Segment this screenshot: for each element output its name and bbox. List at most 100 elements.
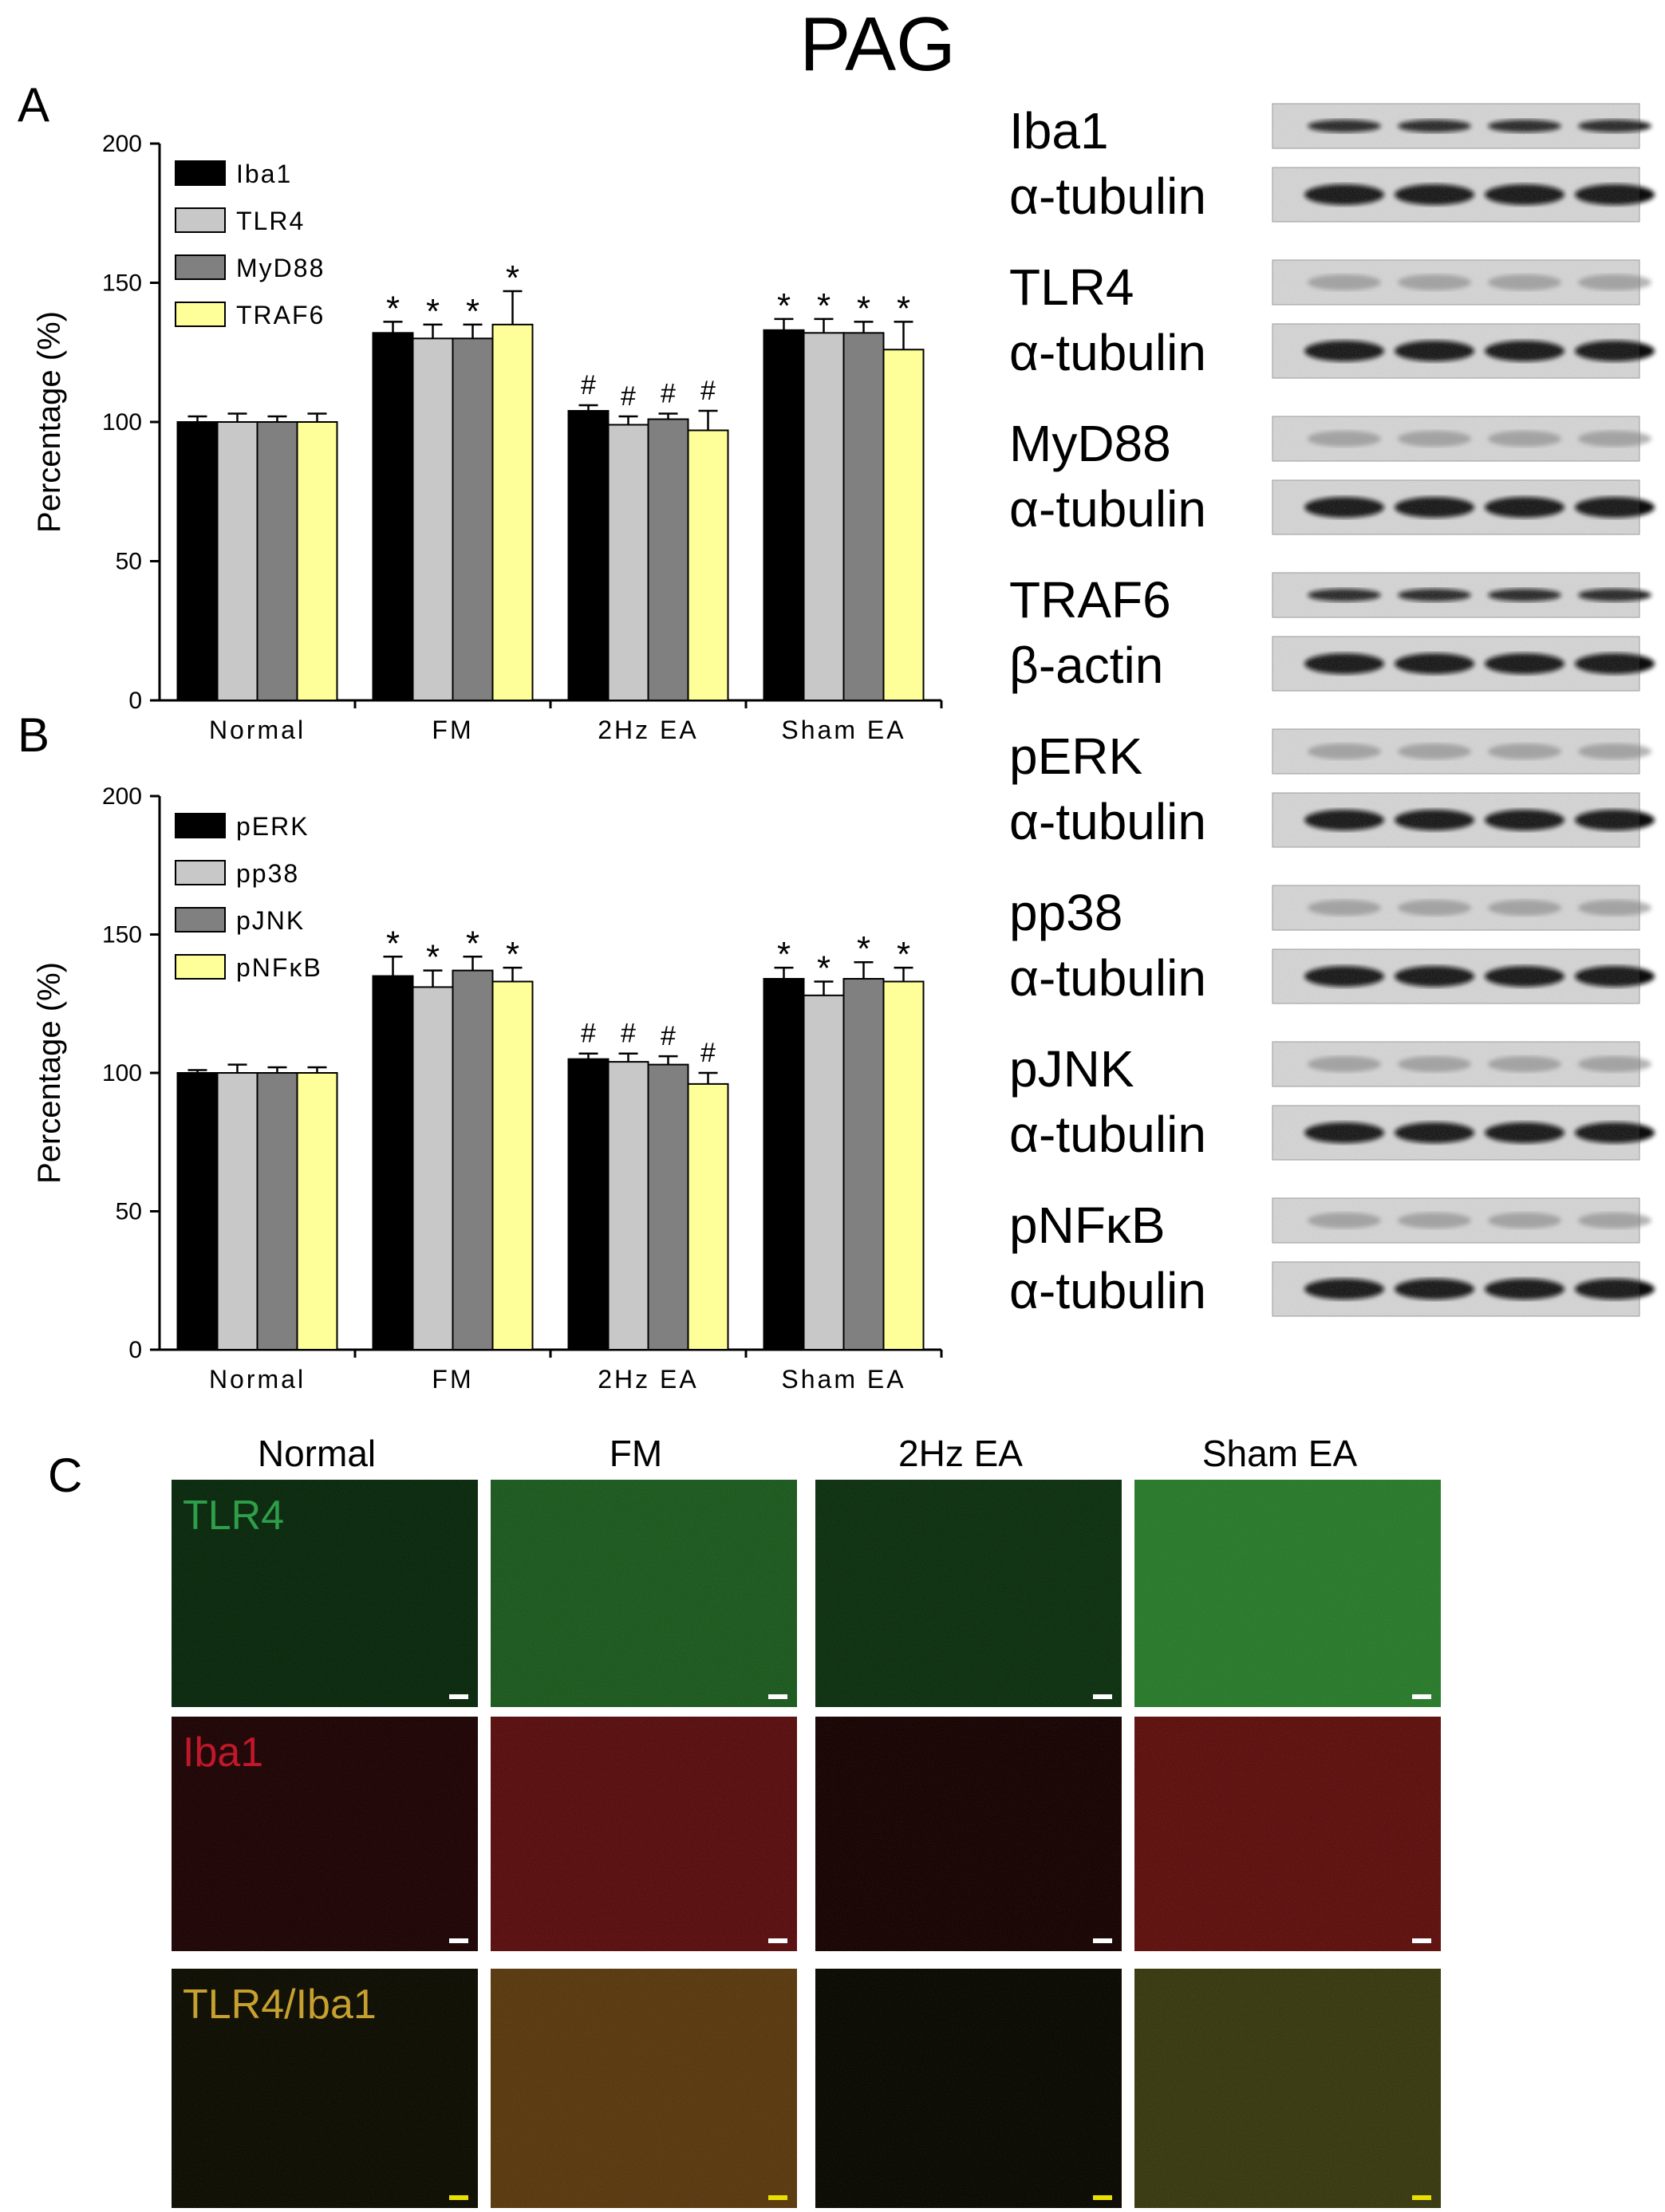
legend-swatch-pJNK — [175, 907, 226, 933]
blot-texture — [1272, 416, 1639, 461]
significance-mark: # — [621, 381, 636, 412]
legend-label-TLR4: TLR4 — [236, 207, 305, 235]
blot-label-TRAF6: TRAF6 — [1009, 571, 1171, 629]
panel-label-a: A — [18, 78, 49, 132]
micrograph-texture — [172, 1969, 478, 2208]
bar-TRAF6-2Hz EA — [687, 429, 729, 701]
y-tick-label: 150 — [102, 922, 142, 948]
bar-pp38-2Hz EA — [607, 1061, 649, 1350]
bar-Iba1-Sham EA — [763, 329, 805, 701]
y-tick-label: 200 — [102, 783, 142, 810]
blot-label-pNFκB: pNFκB — [1009, 1197, 1166, 1254]
y-tick-label: 100 — [102, 1060, 142, 1086]
y-tick-label: 100 — [102, 409, 142, 436]
blot-texture — [1272, 949, 1639, 1003]
blot-control-label-pNFκB: α-tubulin — [1009, 1262, 1206, 1319]
micrograph-row-label-TLR4: TLR4 — [183, 1492, 284, 1539]
x-tick-label: Sham EA — [781, 1365, 905, 1394]
blot-texture — [1272, 168, 1639, 222]
significance-mark: # — [700, 1038, 716, 1068]
scale-bar — [1412, 2195, 1431, 2200]
significance-mark: # — [621, 1019, 636, 1049]
significance-mark: * — [817, 286, 831, 325]
significance-mark: * — [857, 929, 870, 968]
micrograph-row-label-Iba1: Iba1 — [183, 1729, 263, 1776]
x-tick-label: 2Hz EA — [598, 1365, 698, 1394]
blot-texture — [1272, 324, 1639, 378]
blot-control-label-MyD88: α-tubulin — [1009, 480, 1206, 538]
micrograph-texture — [491, 1480, 797, 1707]
blot-control-label-TLR4: α-tubulin — [1009, 324, 1206, 381]
bar-pJNK-FM — [452, 969, 494, 1350]
significance-mark: * — [426, 938, 440, 977]
significance-mark: * — [857, 289, 870, 328]
blot-control-label-pp38: α-tubulin — [1009, 949, 1206, 1007]
legend-swatch-Iba1 — [175, 160, 226, 186]
y-tick-label: 50 — [116, 549, 142, 575]
bar-pp38-FM — [412, 986, 454, 1351]
bar-pERK-FM — [372, 975, 414, 1351]
bar-Iba1-Normal — [176, 421, 219, 701]
significance-mark: * — [426, 292, 440, 331]
blot-texture — [1272, 1042, 1639, 1086]
scale-bar — [768, 1938, 787, 1943]
significance-mark: * — [506, 935, 519, 974]
blot-texture — [1272, 637, 1639, 691]
blot-texture — [1272, 104, 1639, 148]
micrograph-column-Normal: Normal — [258, 1433, 376, 1474]
legend-label-pERK: pERK — [236, 812, 310, 841]
bar-TLR4-Sham EA — [803, 332, 845, 701]
micrograph-column-FM: FM — [610, 1433, 662, 1474]
bar-Iba1-FM — [372, 332, 414, 701]
scale-bar — [768, 1694, 787, 1699]
bar-pERK-Normal — [176, 1072, 219, 1350]
y-axis-label: Percentage (%) — [32, 311, 67, 533]
scale-bar — [1093, 2195, 1112, 2200]
blot-control-label-Iba1: α-tubulin — [1009, 168, 1206, 225]
bar-pERK-Sham EA — [763, 978, 805, 1351]
chart-a: 0 50 100 150 200 Percentage (%) Normal FM * * * * 2H… — [32, 131, 943, 744]
significance-mark: * — [466, 292, 479, 331]
significance-mark: * — [897, 935, 910, 974]
bar-TRAF6-FM — [491, 323, 534, 701]
panel-label-c: C — [48, 1449, 82, 1502]
legend-swatch-pERK — [175, 813, 226, 838]
micrograph-texture — [1134, 1969, 1441, 2208]
micrograph-texture — [1134, 1717, 1441, 1951]
scale-bar — [449, 1938, 468, 1943]
bar-MyD88-FM — [452, 337, 494, 701]
micrograph-row-label-TLR4/Iba1: TLR4/Iba1 — [183, 1981, 377, 2028]
blot-texture — [1272, 573, 1639, 617]
micrograph-texture — [172, 1480, 478, 1707]
micrograph-texture — [815, 1969, 1122, 2208]
significance-mark: * — [466, 924, 479, 963]
scale-bar — [1093, 1694, 1112, 1699]
blot-texture — [1272, 793, 1639, 847]
scale-bar — [449, 2195, 468, 2200]
x-tick-label: FM — [432, 1365, 473, 1394]
significance-mark: # — [581, 370, 596, 400]
bar-pJNK-Sham EA — [842, 978, 885, 1351]
legend-label-pNFκB: pNFκB — [236, 953, 322, 982]
micrograph-texture — [1134, 1480, 1441, 1707]
legend-label-MyD88: MyD88 — [236, 254, 325, 282]
blot-texture — [1272, 885, 1639, 930]
y-tick-label: 0 — [128, 1337, 142, 1363]
legend-swatch-TRAF6 — [175, 302, 226, 327]
bar-pNFκB-Normal — [296, 1072, 338, 1350]
blot-texture — [1272, 260, 1639, 305]
bar-pp38-Normal — [216, 1072, 258, 1350]
blot-control-label-pERK: α-tubulin — [1009, 793, 1206, 850]
blot-texture — [1272, 1198, 1639, 1243]
significance-mark: # — [581, 1019, 596, 1049]
significance-mark: # — [661, 379, 676, 409]
micrograph-texture — [815, 1717, 1122, 1951]
blot-label-Iba1: Iba1 — [1009, 102, 1109, 160]
significance-mark: * — [386, 289, 400, 328]
micrograph-grid: Normal FM 2Hz EA Sham EA TLR4 Iba1 TLR4/Iba1 — [172, 1433, 1441, 2208]
blot-label-TLR4: TLR4 — [1009, 258, 1134, 316]
bar-MyD88-Sham EA — [842, 332, 885, 701]
bar-MyD88-2Hz EA — [647, 418, 689, 701]
blot-label-pJNK: pJNK — [1009, 1040, 1134, 1098]
